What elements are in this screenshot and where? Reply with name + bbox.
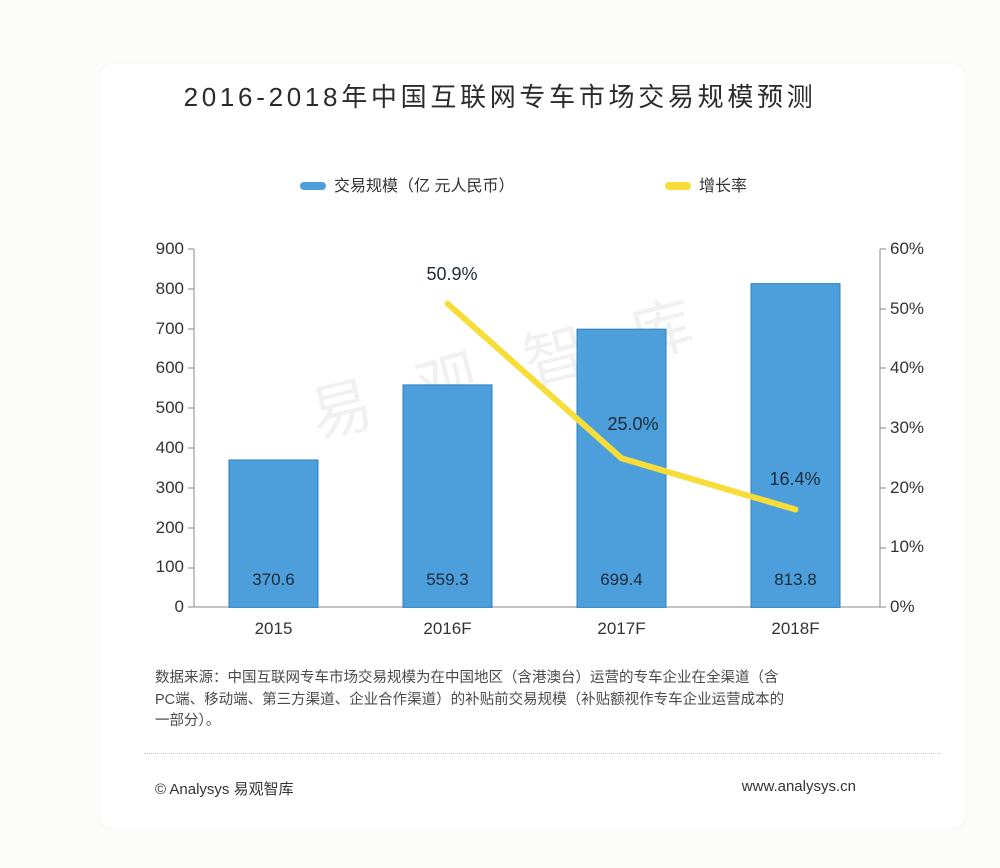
svg-text:0: 0 (175, 597, 184, 616)
svg-text:2018F: 2018F (771, 619, 819, 638)
svg-text:370.6: 370.6 (252, 570, 295, 589)
svg-text:0%: 0% (890, 597, 915, 616)
svg-text:50%: 50% (890, 299, 924, 318)
svg-text:300: 300 (156, 478, 184, 497)
svg-text:20%: 20% (890, 478, 924, 497)
svg-text:700: 700 (156, 319, 184, 338)
svg-text:500: 500 (156, 398, 184, 417)
svg-text:30%: 30% (890, 418, 924, 437)
svg-text:50.9%: 50.9% (426, 264, 477, 284)
svg-text:2016F: 2016F (423, 619, 471, 638)
svg-text:25.0%: 25.0% (607, 414, 658, 434)
svg-text:699.4: 699.4 (600, 570, 643, 589)
svg-text:800: 800 (156, 279, 184, 298)
svg-text:900: 900 (156, 239, 184, 258)
svg-text:易观智库: 易观智库 (299, 262, 748, 456)
svg-text:40%: 40% (890, 358, 924, 377)
svg-text:16.4%: 16.4% (769, 469, 820, 489)
svg-text:200: 200 (156, 518, 184, 537)
svg-text:2015: 2015 (255, 619, 293, 638)
svg-text:10%: 10% (890, 537, 924, 556)
svg-text:60%: 60% (890, 239, 924, 258)
svg-text:400: 400 (156, 438, 184, 457)
svg-text:559.3: 559.3 (426, 570, 469, 589)
svg-text:100: 100 (156, 557, 184, 576)
svg-text:600: 600 (156, 358, 184, 377)
svg-text:2017F: 2017F (597, 619, 645, 638)
svg-text:813.8: 813.8 (774, 570, 817, 589)
